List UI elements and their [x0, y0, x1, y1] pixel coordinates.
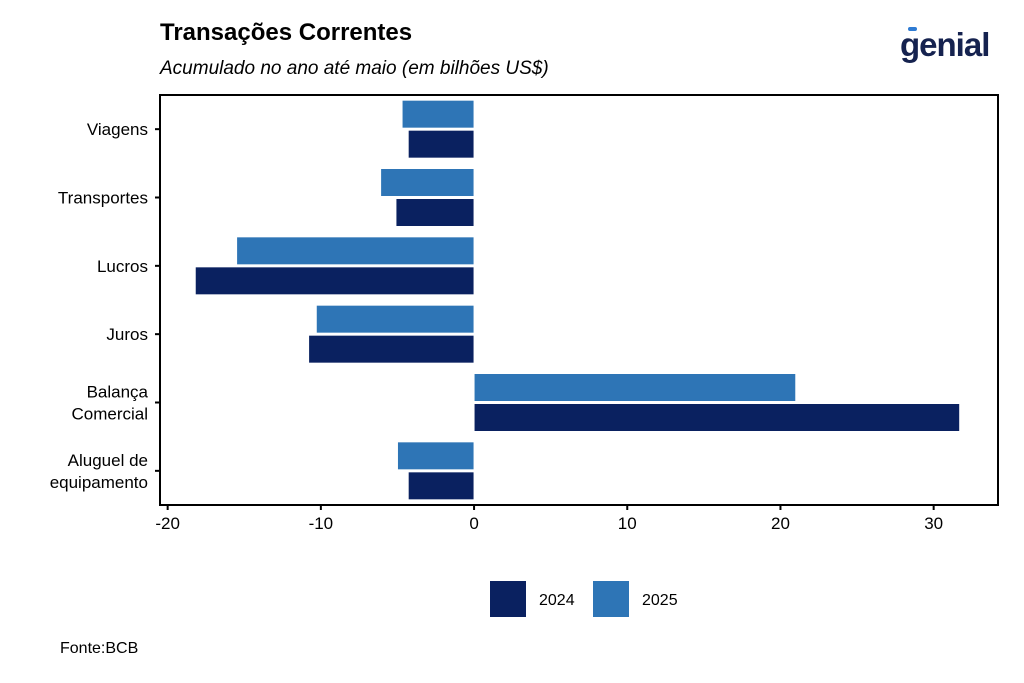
x-tick-label: -10	[309, 514, 334, 533]
bar-2025-aluguel-de-equipamento	[396, 441, 475, 471]
chart-subtitle: Acumulado no ano até maio (em bilhões US…	[160, 58, 549, 79]
source-note: Fonte:BCB	[60, 640, 139, 657]
bars-layer	[194, 99, 961, 501]
y-axis: Viagens Transportes Lucros Juros Balança Come…	[50, 120, 160, 492]
legend-label-2024: 2024	[539, 592, 575, 609]
bar-2024-juros	[308, 334, 475, 364]
x-tick-label: -20	[155, 514, 180, 533]
y-tick-label: Juros	[106, 325, 148, 344]
bar-2025-transportes	[380, 168, 475, 197]
logo-accent-mark	[908, 27, 917, 31]
bar-2025-juros	[315, 304, 475, 334]
bar-2024-transportes	[395, 198, 475, 227]
bar-2024-lucros	[194, 266, 475, 296]
x-tick-label: 30	[924, 514, 943, 533]
legend-swatch-2025	[593, 581, 629, 617]
y-tick-label: Lucros	[97, 257, 148, 276]
y-tick-label: Viagens	[87, 120, 148, 139]
x-tick-label: 20	[771, 514, 790, 533]
x-tick-label: 0	[469, 514, 478, 533]
bar-2024-aluguel-de-equipamento	[407, 471, 475, 501]
genial-logo: genial	[900, 26, 990, 64]
legend: 2024 2025	[490, 581, 678, 617]
plot-panel-border	[159, 94, 999, 506]
logo-text: genial	[900, 26, 990, 63]
y-tick-label: Balança	[87, 383, 149, 402]
chart-title: Transações Correntes	[160, 19, 413, 46]
x-axis: -20 -10 0 10 20 30	[155, 505, 943, 533]
legend-swatch-2024	[490, 581, 526, 617]
legend-label-2025: 2025	[642, 592, 678, 609]
bar-2024-balan-a-comercial	[473, 403, 961, 432]
y-tick-label: equipamento	[50, 473, 148, 492]
bar-2025-lucros	[236, 236, 475, 266]
y-tick-label: Comercial	[71, 405, 148, 424]
bar-2025-balan-a-comercial	[473, 373, 797, 402]
x-tick-label: 10	[618, 514, 637, 533]
y-tick-label: Aluguel de	[68, 451, 148, 470]
bar-2025-viagens	[401, 99, 475, 129]
y-tick-label: Transportes	[58, 189, 148, 208]
bar-2024-viagens	[407, 129, 475, 159]
